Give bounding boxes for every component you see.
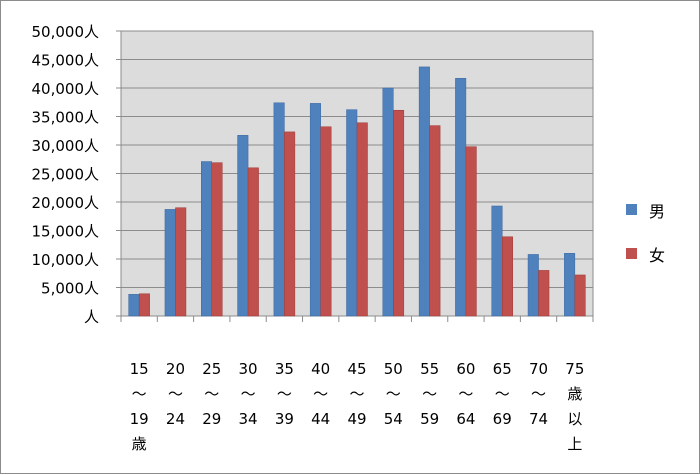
- x-tick-label: 19: [130, 410, 149, 428]
- x-tick-label: 〜: [241, 385, 256, 403]
- legend-label: 女: [649, 246, 665, 265]
- y-tick-label: 35,000人: [32, 109, 100, 127]
- x-tick-label: 55: [420, 360, 439, 378]
- bar: [346, 109, 358, 317]
- x-tick-label: 〜: [132, 385, 147, 403]
- x-tick-label: 歳: [132, 435, 147, 453]
- x-tick-label: 35: [275, 360, 294, 378]
- bar: [418, 66, 430, 317]
- x-tick-label: 69: [493, 410, 512, 428]
- bar: [491, 205, 503, 317]
- bar: [175, 207, 187, 317]
- bar: [564, 253, 576, 317]
- y-tick-label: 30,000人: [32, 137, 100, 155]
- bar: [574, 274, 586, 317]
- bar: [501, 236, 513, 317]
- legend-label: 男: [649, 202, 665, 221]
- x-tick-label: 〜: [349, 385, 364, 403]
- bar: [538, 270, 550, 317]
- y-tick-label: 5,000人: [41, 280, 99, 298]
- legend-swatch: [626, 204, 637, 215]
- x-tick-label: 〜: [495, 385, 510, 403]
- x-tick-label: 75: [565, 360, 584, 378]
- x-tick-label: 60: [456, 360, 475, 378]
- x-tick-label: 40: [311, 360, 330, 378]
- y-tick-label: 10,000人: [32, 251, 100, 269]
- y-tick-label: 人: [84, 308, 99, 326]
- x-tick-label: 70: [529, 360, 548, 378]
- legend-swatch: [626, 248, 637, 259]
- x-tick-label: 74: [529, 410, 548, 428]
- x-tick-label: 上: [567, 435, 582, 453]
- bar: [237, 135, 249, 317]
- y-tick-label: 50,000人: [32, 23, 100, 41]
- x-tick-label: 以: [567, 410, 582, 428]
- x-tick-label: 〜: [531, 385, 546, 403]
- y-tick-label: 15,000人: [32, 223, 100, 241]
- y-tick-label: 45,000人: [32, 52, 100, 70]
- bar: [465, 146, 477, 317]
- x-tick-label: 44: [311, 410, 330, 428]
- x-tick-label: 30: [239, 360, 258, 378]
- x-tick-label: 20: [166, 360, 185, 378]
- bar: [164, 209, 176, 317]
- y-tick-label: 25,000人: [32, 166, 100, 184]
- y-tick-label: 40,000人: [32, 80, 100, 98]
- x-tick-label: 〜: [313, 385, 328, 403]
- bar: [201, 161, 213, 317]
- bar: [429, 125, 441, 317]
- x-tick-label: 64: [456, 410, 475, 428]
- bar: [527, 254, 539, 317]
- bar: [138, 293, 150, 317]
- bar: [273, 102, 285, 317]
- x-tick-label: 〜: [204, 385, 219, 403]
- x-tick-label: 45: [347, 360, 366, 378]
- x-tick-label: 49: [347, 410, 366, 428]
- bar: [211, 162, 223, 317]
- bar: [382, 87, 394, 317]
- x-tick-label: 15: [130, 360, 149, 378]
- x-tick-label: 25: [202, 360, 221, 378]
- bar: [309, 103, 321, 317]
- x-tick-label: 65: [493, 360, 512, 378]
- x-tick-label: 〜: [458, 385, 473, 403]
- x-tick-label: 歳: [567, 385, 582, 403]
- x-tick-label: 39: [275, 410, 294, 428]
- bar: [356, 122, 368, 317]
- x-tick-label: 54: [384, 410, 403, 428]
- bar: [455, 78, 467, 317]
- x-tick-label: 24: [166, 410, 185, 428]
- bar: [247, 167, 259, 317]
- x-tick-label: 29: [202, 410, 221, 428]
- bar: [393, 109, 405, 317]
- x-tick-label: 〜: [168, 385, 183, 403]
- bar: [320, 126, 332, 317]
- x-tick-label: 〜: [422, 385, 437, 403]
- x-tick-label: 〜: [277, 385, 292, 403]
- x-tick-label: 50: [384, 360, 403, 378]
- bar: [128, 294, 140, 317]
- bar: [284, 131, 296, 317]
- y-tick-label: 20,000人: [32, 194, 100, 212]
- x-tick-label: 59: [420, 410, 439, 428]
- x-tick-label: 34: [239, 410, 258, 428]
- x-tick-label: 〜: [386, 385, 401, 403]
